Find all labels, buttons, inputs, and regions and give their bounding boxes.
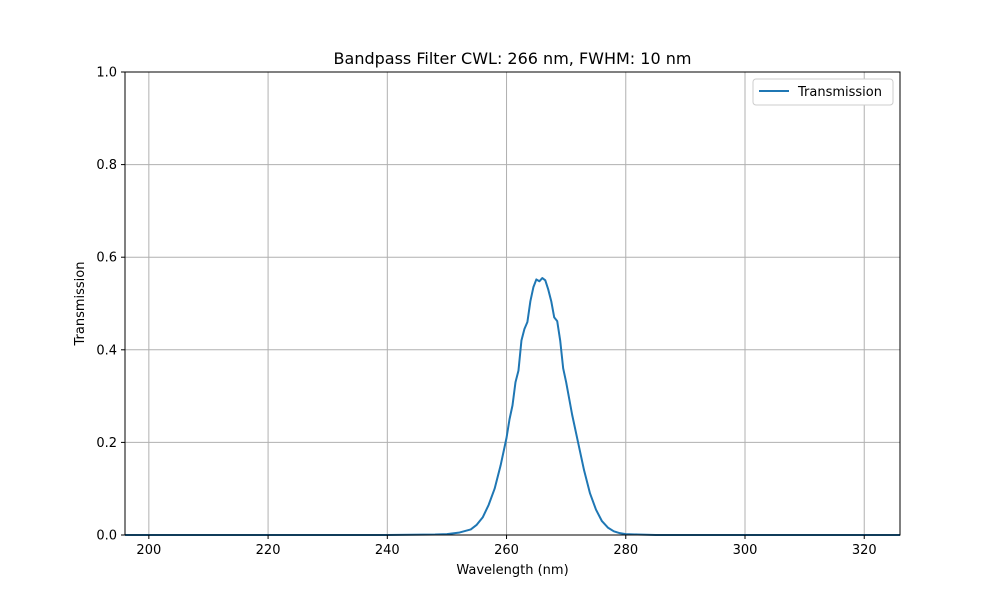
series-line-transmission bbox=[125, 277, 900, 536]
plot-frame bbox=[124, 71, 901, 536]
y-tick-label: 0.6 bbox=[96, 251, 117, 266]
legend-label-transmission: Transmission bbox=[797, 85, 882, 100]
series-layer bbox=[125, 277, 900, 536]
x-tick-label: 280 bbox=[613, 543, 638, 558]
y-tick-label: 0.0 bbox=[96, 529, 117, 544]
legend-box bbox=[752, 78, 894, 106]
y-tick-label: 0.4 bbox=[96, 343, 117, 358]
y-tick-label: 0.8 bbox=[96, 158, 117, 173]
ticks: 200 220 240 260 280 300 320 0.0 0.2 0.4 0.6 0.8 1.0 bbox=[96, 66, 876, 559]
x-tick-label: 260 bbox=[494, 543, 519, 558]
legend: Transmission bbox=[752, 78, 894, 106]
x-tick-label: 200 bbox=[136, 543, 161, 558]
x-tick-label: 220 bbox=[256, 543, 281, 558]
x-axis-label: Wavelength (nm) bbox=[456, 563, 568, 578]
y-axis-label: Transmission bbox=[73, 262, 88, 347]
x-tick-label: 240 bbox=[375, 543, 400, 558]
y-tick-label: 0.2 bbox=[96, 436, 117, 451]
chart-title: Bandpass Filter CWL: 266 nm, FWHM: 10 nm bbox=[334, 49, 692, 68]
x-tick-label: 300 bbox=[733, 543, 758, 558]
y-tick-label: 1.0 bbox=[96, 66, 117, 81]
x-tick-label: 320 bbox=[852, 543, 877, 558]
